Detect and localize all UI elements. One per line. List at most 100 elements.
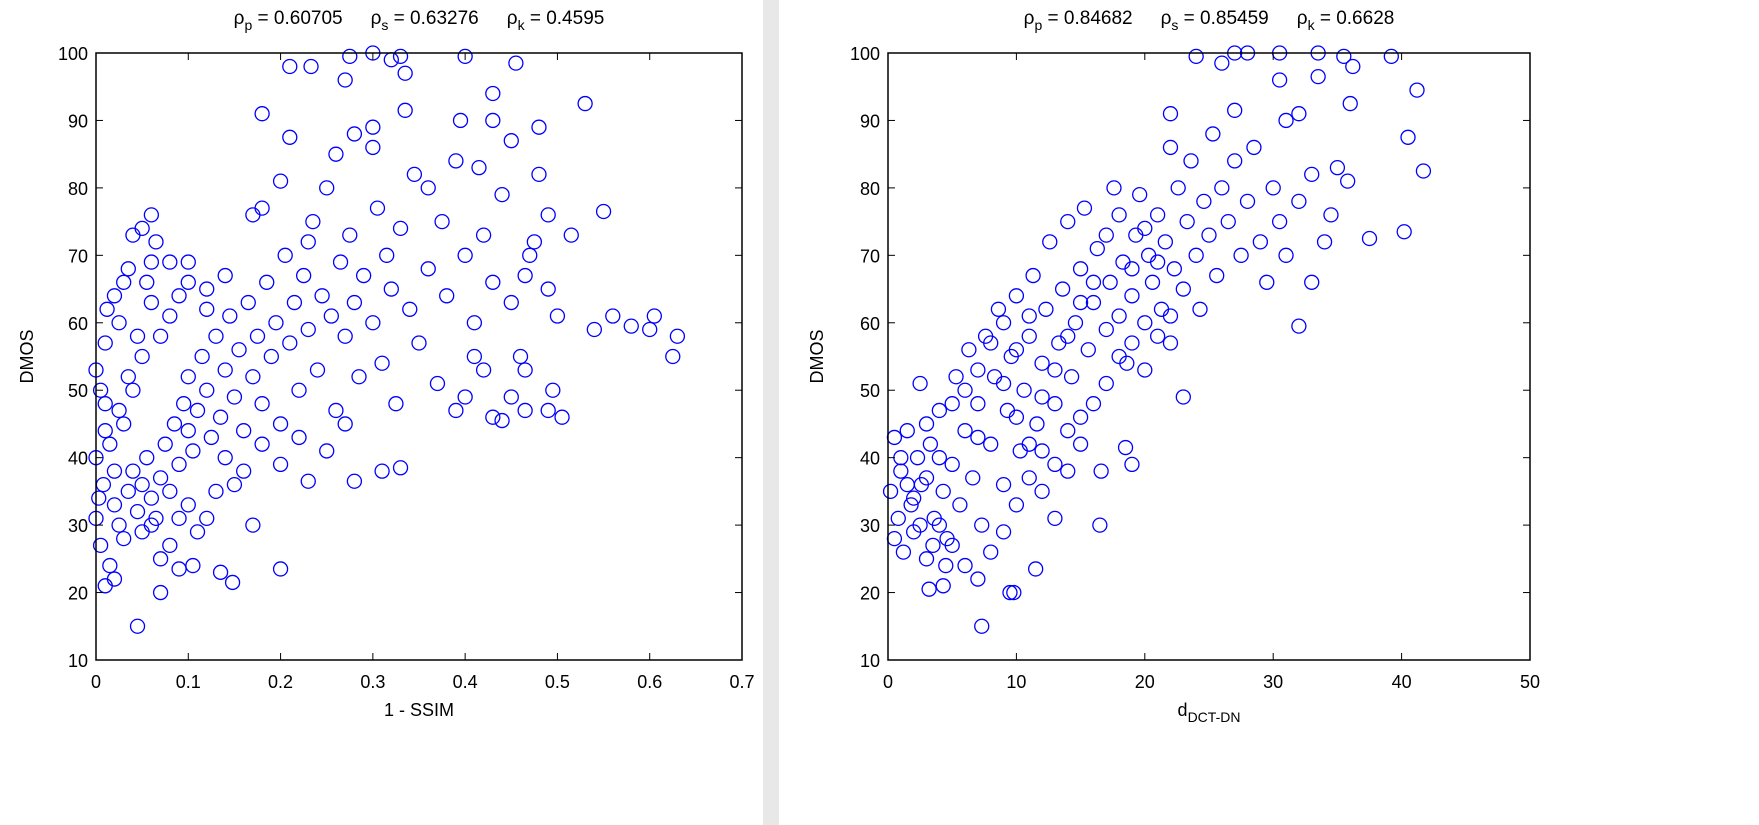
data-point	[1304, 166, 1320, 183]
data-point	[965, 470, 981, 486]
data-point	[485, 274, 501, 290]
data-point	[92, 537, 109, 553]
x-axis-label-main: 1 - SSIM	[384, 700, 454, 720]
data-point	[1021, 470, 1037, 486]
data-point	[392, 48, 409, 65]
data-point	[1188, 48, 1204, 65]
data-point	[1021, 328, 1037, 344]
data-point	[189, 402, 206, 419]
data-point	[208, 328, 224, 344]
data-point	[448, 402, 464, 419]
x-tick-label: 0.5	[545, 672, 570, 692]
data-point	[1149, 328, 1166, 344]
data-point	[1162, 308, 1179, 324]
data-point	[429, 375, 446, 392]
data-point	[948, 369, 964, 385]
data-point	[494, 186, 510, 203]
data-point	[995, 375, 1012, 392]
data-point	[106, 497, 123, 513]
data-point	[944, 396, 960, 412]
data-point	[1008, 288, 1025, 304]
data-point	[1093, 463, 1109, 479]
data-point	[1111, 207, 1127, 223]
data-point	[1080, 342, 1096, 358]
data-point	[139, 450, 155, 466]
y-tick-label: 30	[860, 516, 880, 536]
data-point	[970, 362, 986, 378]
data-point	[1227, 153, 1243, 169]
data-point	[303, 58, 319, 75]
x-axis-label-main: d	[1178, 700, 1188, 720]
data-point	[1246, 139, 1262, 156]
scatter-plot-2: 0 10 20 30 40 50102030405060708090100DMOSdDCT…	[807, 8, 1540, 725]
x-tick-label: 0.6	[637, 672, 662, 692]
data-point	[1175, 281, 1191, 297]
data-point	[272, 173, 289, 189]
data-point	[995, 315, 1012, 331]
data-point	[97, 396, 113, 412]
data-point	[457, 48, 473, 65]
data-point	[148, 234, 164, 250]
data-point	[245, 207, 261, 223]
data-point	[899, 423, 915, 439]
data-point	[1128, 227, 1144, 243]
data-point	[485, 112, 501, 129]
data-point	[1054, 281, 1071, 297]
data-point	[383, 52, 399, 68]
data-point	[1227, 102, 1243, 118]
data-point	[300, 473, 316, 489]
x-tick-label: 0.1	[176, 672, 201, 692]
data-point	[212, 409, 229, 425]
data-point	[295, 267, 312, 284]
x-axis-label-subscript: DCT-DN	[1188, 709, 1241, 725]
data-point	[332, 254, 349, 270]
data-point	[374, 355, 390, 371]
data-point	[355, 267, 372, 284]
data-point	[1162, 139, 1179, 156]
x-tick-label: 50	[1520, 672, 1540, 692]
data-point	[134, 348, 150, 365]
data-point	[503, 133, 519, 149]
data-point	[1047, 456, 1063, 473]
axes-box	[95, 52, 743, 661]
data-point	[282, 129, 298, 145]
data-point	[503, 389, 519, 405]
data-point	[282, 335, 298, 351]
y-tick-label: 10	[860, 651, 880, 671]
data-point	[143, 207, 160, 223]
data-point	[912, 375, 928, 392]
data-point	[346, 294, 363, 311]
data-point	[938, 557, 954, 574]
data-point	[503, 294, 519, 311]
data-point	[471, 160, 487, 176]
data-point	[1188, 247, 1204, 263]
data-point	[1028, 561, 1044, 577]
data-point	[995, 476, 1012, 493]
data-point	[300, 234, 316, 250]
data-point	[328, 146, 344, 162]
data-point	[886, 530, 903, 547]
data-point	[1025, 267, 1041, 284]
data-point	[508, 55, 524, 71]
data-point	[199, 301, 215, 317]
data-point	[212, 564, 229, 580]
data-point	[231, 342, 247, 358]
data-point	[1012, 443, 1028, 459]
data-point	[342, 227, 358, 243]
data-point	[1132, 186, 1148, 203]
data-point	[328, 402, 344, 419]
data-point	[1291, 318, 1307, 334]
data-point	[457, 247, 473, 263]
data-point	[1336, 48, 1352, 65]
data-point	[1111, 308, 1127, 324]
data-point	[1214, 180, 1230, 196]
data-point	[337, 328, 353, 344]
y-axis-label: DMOS	[17, 330, 37, 384]
data-point	[291, 429, 307, 446]
data-point	[1047, 362, 1063, 378]
x-tick-label: 40	[1392, 672, 1412, 692]
data-point	[319, 180, 335, 196]
y-tick-label: 10	[68, 651, 88, 671]
data-points	[88, 45, 686, 634]
